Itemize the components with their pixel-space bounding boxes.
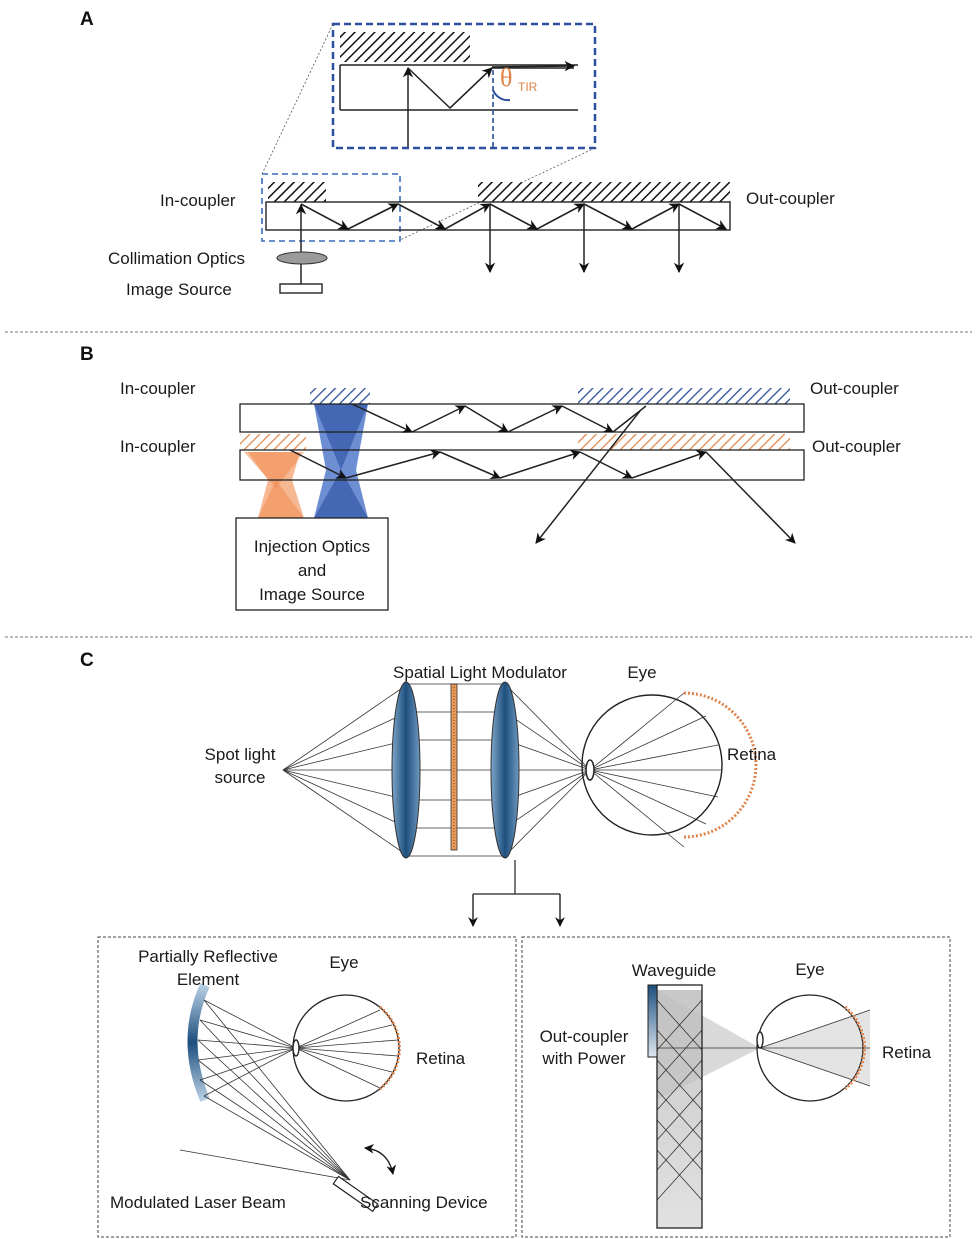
label-retina-main: Retina	[727, 745, 777, 764]
label-collimation-optics: Collimation Optics	[108, 249, 245, 268]
label-pre-line2: Element	[177, 970, 240, 989]
panel-c: C Spatial Light Modulator	[80, 650, 951, 1238]
in-coupler-zoom-frame	[261, 173, 401, 242]
label-out-coupler-b-bottom: Out-coupler	[812, 437, 901, 456]
label-injection-line1: Injection Optics	[254, 537, 370, 556]
theta-subscript: TIR	[518, 80, 538, 94]
retina-right	[844, 1005, 866, 1091]
label-pre-line1: Partially Reflective	[138, 947, 278, 966]
panel-b-letter: B	[80, 344, 94, 365]
label-in-coupler-b-bottom: In-coupler	[120, 437, 196, 456]
label-scanning-device: Scanning Device	[360, 1193, 488, 1212]
label-out-coupler-b-top: Out-coupler	[810, 379, 899, 398]
subpanel-right-frame	[521, 936, 951, 1238]
out-coupler-grating	[478, 182, 730, 202]
out-coupler-blue	[578, 388, 790, 404]
lens-right	[490, 681, 520, 859]
tir-inset: θ TIR	[331, 22, 597, 150]
theta-symbol: θ	[500, 63, 512, 92]
label-in-coupler-b-top: In-coupler	[120, 379, 196, 398]
partially-reflective-element	[187, 982, 210, 1102]
out-coupler-power	[647, 984, 658, 1058]
inset-frame	[331, 22, 597, 150]
label-injection-line2: and	[298, 561, 326, 580]
retina-left	[379, 1005, 401, 1091]
scanning-mirror	[332, 1175, 379, 1213]
label-image-source-a: Image Source	[126, 280, 232, 299]
subpanel-waveguide-power: Waveguide Eye Out-coupler with Power Ret…	[521, 936, 951, 1238]
label-injection-line3: Image Source	[259, 585, 365, 604]
waveguide-c	[656, 984, 703, 1229]
waveguide-b-bottom	[239, 449, 805, 481]
label-laser-beam: Modulated Laser Beam	[110, 1193, 286, 1212]
panel-b: B Injection Op	[80, 344, 901, 611]
subpanel-left-frame	[97, 936, 517, 1238]
label-oc-line1: Out-coupler	[540, 1027, 629, 1046]
in-coupler-grating	[268, 182, 326, 202]
label-retina-left: Retina	[416, 1049, 466, 1068]
subpanel-retinal-scan: Partially Reflective Element Eye Retina …	[97, 936, 517, 1238]
label-in-coupler-a: In-coupler	[160, 191, 236, 210]
eye-right	[756, 994, 864, 1102]
spot-rays	[282, 683, 721, 857]
label-spot-line1: Spot light	[205, 745, 276, 764]
label-retina-right: Retina	[882, 1043, 932, 1062]
in-coupler-blue	[310, 388, 370, 404]
eye-main	[581, 694, 723, 836]
label-out-coupler-a: Out-coupler	[746, 189, 835, 208]
inset-in-coupler	[340, 32, 470, 62]
label-eye-right: Eye	[795, 960, 824, 979]
eye-main-lens	[585, 759, 595, 781]
out-coupler-orange	[578, 434, 790, 450]
waveguide-b-top	[239, 403, 805, 433]
waveguide-a	[265, 201, 731, 231]
label-eye-main: Eye	[627, 663, 656, 682]
panel-a-letter: A	[80, 9, 94, 30]
lens-left	[391, 681, 421, 859]
scan-rotation-icon	[364, 1143, 396, 1175]
panel-c-letter: C	[80, 650, 94, 671]
retina-main	[683, 691, 758, 839]
panel-a: A θ TIR	[80, 9, 835, 299]
label-eye-left: Eye	[329, 953, 358, 972]
collimation-lens	[276, 251, 328, 265]
injection-box	[235, 517, 389, 611]
label-oc-line2: with Power	[541, 1049, 625, 1068]
label-slm: Spatial Light Modulator	[393, 663, 567, 682]
image-source-block	[279, 283, 323, 294]
in-coupler-orange	[240, 434, 306, 450]
label-waveguide: Waveguide	[632, 961, 716, 980]
label-spot-line2: source	[214, 768, 265, 787]
